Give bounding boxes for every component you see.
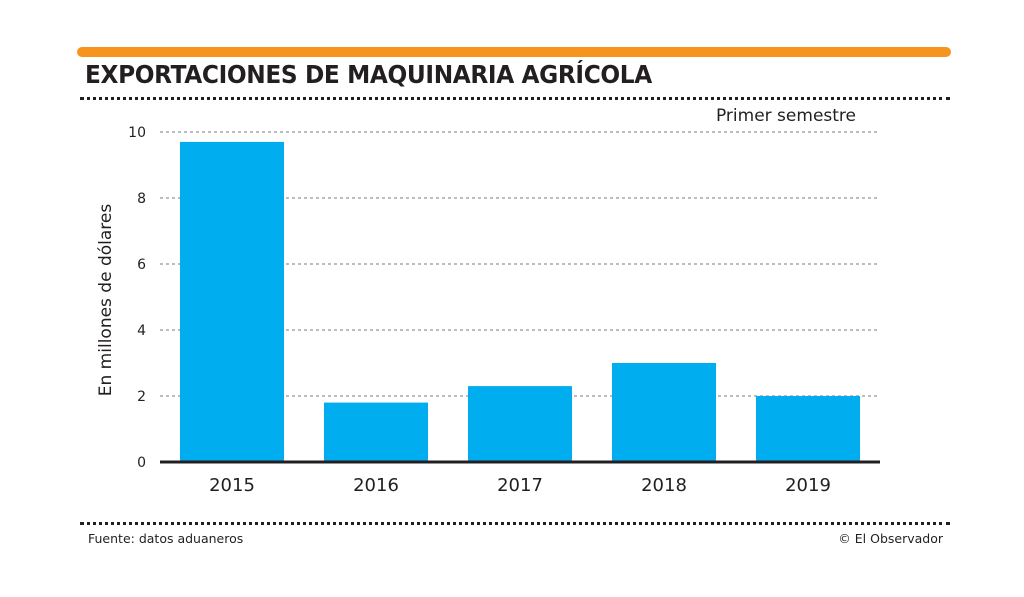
accent-bar — [77, 47, 951, 57]
chart-subtitle: Primer semestre — [715, 106, 856, 126]
title-divider — [80, 97, 950, 100]
x-tick-label: 2017 — [497, 475, 543, 496]
y-tick-label: 4 — [137, 323, 146, 339]
y-tick-label: 2 — [137, 389, 146, 405]
bar — [612, 363, 716, 462]
footer-divider — [80, 522, 950, 525]
source-note: Fuente: datos aduaneros — [88, 531, 244, 546]
x-tick-label: 2016 — [353, 475, 399, 496]
y-tick-label: 10 — [128, 125, 146, 141]
bar — [324, 402, 428, 462]
x-tick-label: 2015 — [209, 475, 255, 496]
credit-note: © El Observador — [838, 531, 943, 546]
y-tick-label: 8 — [137, 191, 146, 207]
y-tick-label: 6 — [137, 257, 146, 273]
x-tick-label: 2018 — [641, 475, 687, 496]
bar — [180, 141, 284, 462]
bar — [756, 396, 860, 462]
y-tick-label: 0 — [137, 455, 146, 471]
x-tick-label: 2019 — [785, 475, 831, 496]
chart-title: EXPORTACIONES DE MAQUINARIA AGRÍCOLA — [85, 60, 652, 89]
bar — [468, 386, 572, 462]
